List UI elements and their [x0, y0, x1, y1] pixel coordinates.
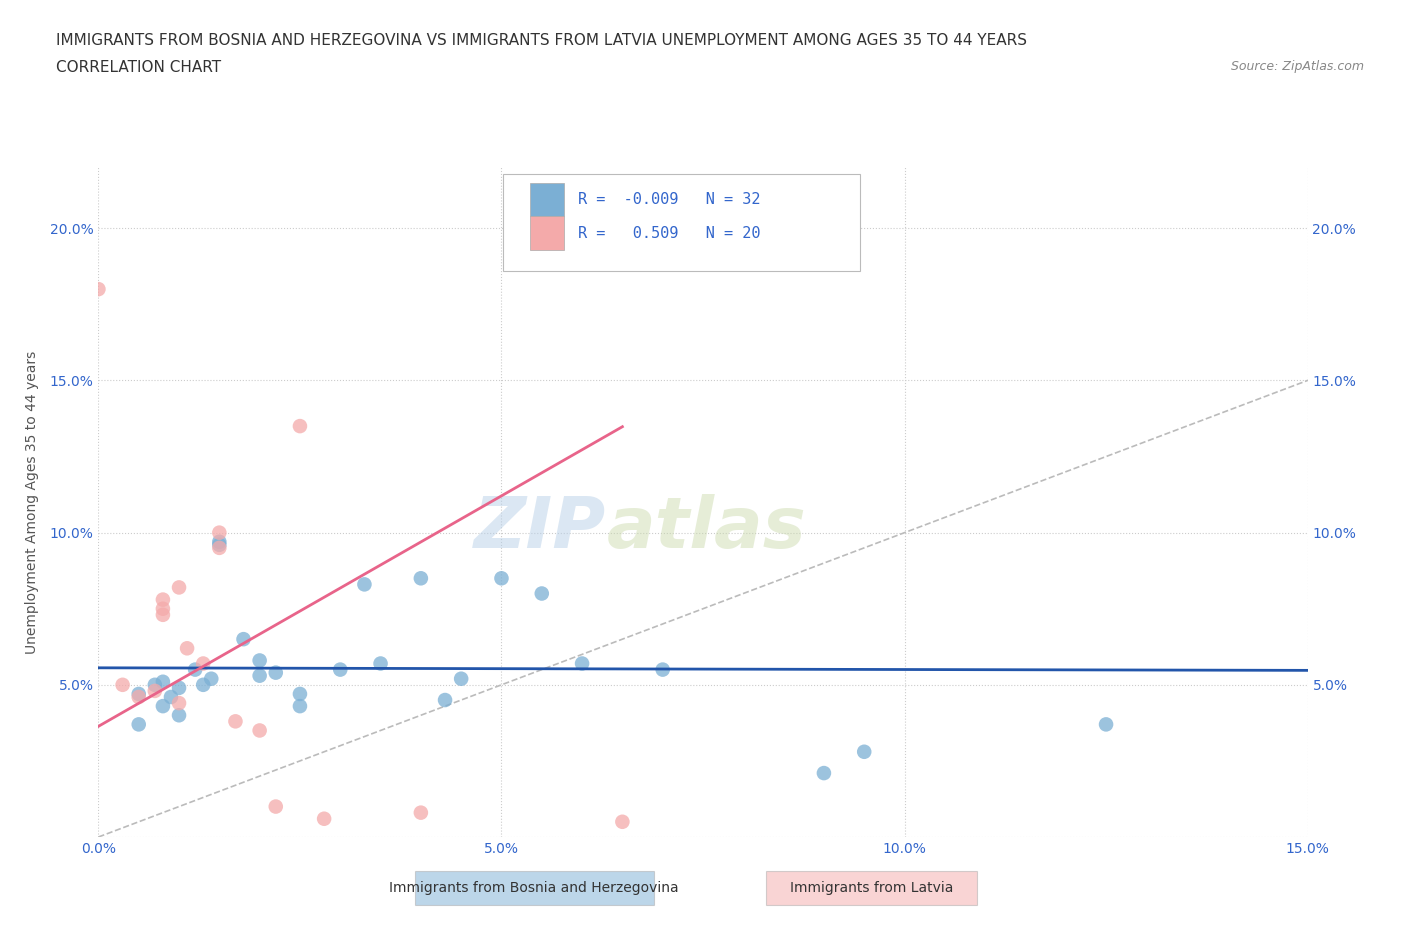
Point [853, 744, 876, 759]
Text: IMMIGRANTS FROM BOSNIA AND HERZEGOVINA VS IMMIGRANTS FROM LATVIA UNEMPLOYMENT AM: IMMIGRANTS FROM BOSNIA AND HERZEGOVINA V… [56, 33, 1028, 47]
Text: Source: ZipAtlas.com: Source: ZipAtlas.com [1230, 60, 1364, 73]
Text: atlas: atlas [606, 495, 806, 564]
FancyBboxPatch shape [503, 174, 860, 272]
Point [353, 577, 375, 591]
Point [128, 717, 150, 732]
Text: Immigrants from Bosnia and Herzegovina: Immigrants from Bosnia and Herzegovina [389, 881, 679, 896]
Point [224, 714, 246, 729]
Point [232, 631, 254, 646]
Point [160, 689, 183, 704]
Point [370, 656, 392, 671]
Text: R =   0.509   N = 20: R = 0.509 N = 20 [578, 225, 761, 241]
Point [111, 677, 134, 692]
Text: CORRELATION CHART: CORRELATION CHART [56, 60, 221, 75]
Point [249, 669, 271, 684]
Point [167, 681, 190, 696]
Point [152, 607, 174, 622]
Point [329, 662, 352, 677]
Point [434, 693, 457, 708]
Point [167, 708, 190, 723]
Point [530, 586, 553, 601]
Point [612, 815, 634, 830]
Point [87, 282, 110, 297]
Point [143, 677, 166, 692]
Point [249, 723, 271, 737]
Point [167, 696, 190, 711]
Point [288, 698, 311, 713]
Point [249, 653, 271, 668]
Point [314, 811, 336, 826]
Point [208, 540, 231, 555]
Point [193, 656, 215, 671]
Point [128, 689, 150, 704]
Point [176, 641, 198, 656]
Point [128, 686, 150, 701]
Text: Immigrants from Latvia: Immigrants from Latvia [790, 881, 953, 896]
Point [1095, 717, 1118, 732]
Point [264, 665, 287, 680]
Y-axis label: Unemployment Among Ages 35 to 44 years: Unemployment Among Ages 35 to 44 years [24, 351, 38, 654]
Point [450, 671, 472, 686]
Point [813, 765, 835, 780]
Point [152, 674, 174, 689]
Point [264, 799, 287, 814]
Point [152, 592, 174, 607]
Point [184, 662, 207, 677]
Text: R =  -0.009   N = 32: R = -0.009 N = 32 [578, 192, 761, 207]
Point [288, 418, 311, 433]
Point [152, 698, 174, 713]
Point [208, 525, 231, 540]
Bar [530, 217, 564, 250]
Point [208, 538, 231, 552]
Point [491, 571, 513, 586]
Point [651, 662, 673, 677]
Point [571, 656, 593, 671]
Point [409, 805, 432, 820]
Bar [530, 183, 564, 217]
Point [409, 571, 432, 586]
Point [193, 677, 215, 692]
Point [208, 535, 231, 550]
Point [167, 580, 190, 595]
Point [143, 684, 166, 698]
Point [288, 686, 311, 701]
Point [200, 671, 222, 686]
Text: ZIP: ZIP [474, 495, 606, 564]
Point [152, 602, 174, 617]
